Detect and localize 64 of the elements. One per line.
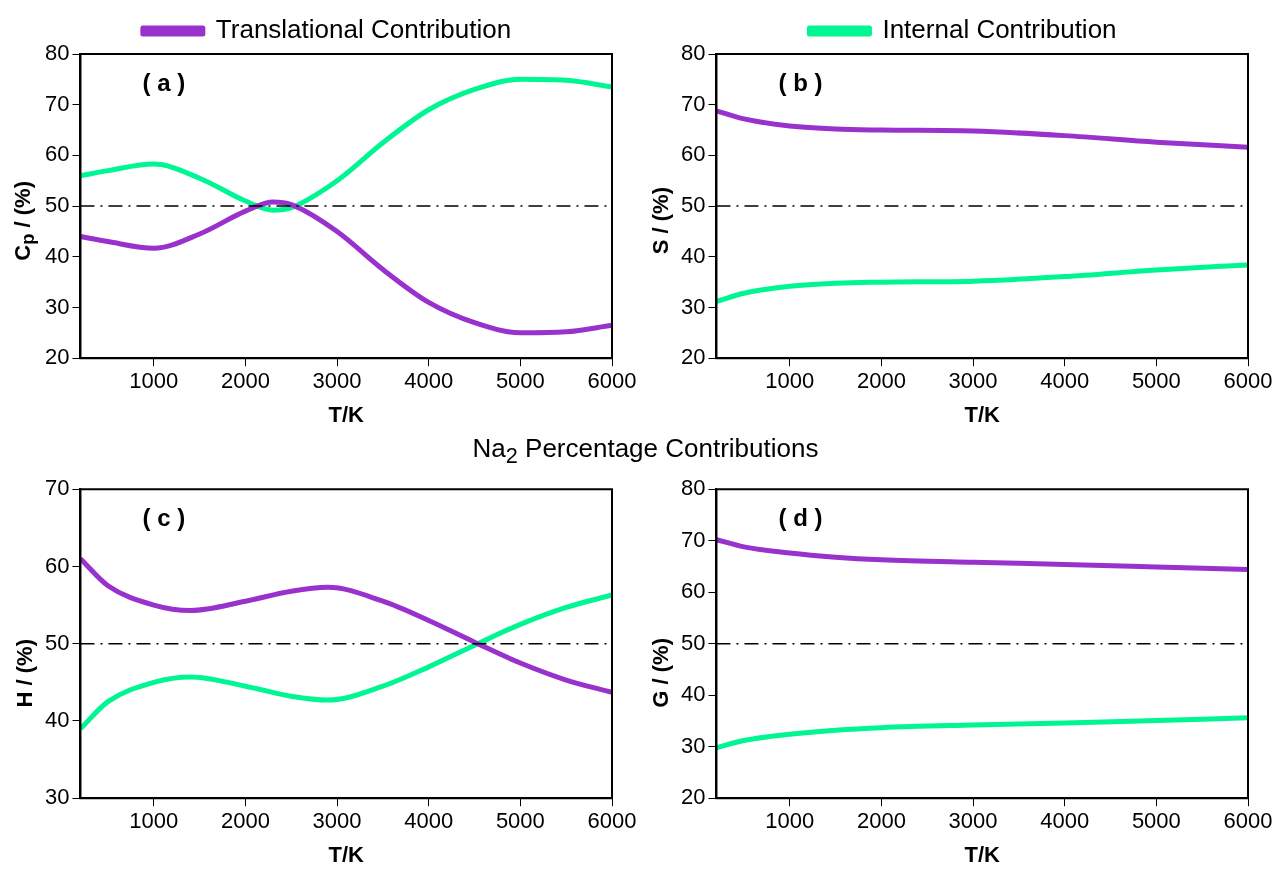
y-tick-label: 80 [44, 40, 70, 66]
x-tick-label: 2000 [856, 368, 906, 394]
y-tick-label: 70 [44, 475, 70, 501]
x-tick-label: 3000 [312, 808, 362, 834]
x-tick-label: 6000 [587, 368, 637, 394]
y-tick-label: 50 [680, 629, 706, 655]
y-tick-label: 30 [44, 293, 70, 319]
x-axis-title: T/K [328, 842, 365, 868]
chart-title: Na$_{2}$ Percentage Contributions [471, 433, 820, 470]
annotation: ( b ) [778, 68, 823, 96]
x-tick-label: 1000 [765, 808, 815, 834]
x-tick-label: 2000 [856, 808, 906, 834]
x-tick-label: 2000 [220, 368, 270, 394]
y-tick-label: 60 [680, 578, 706, 604]
y-tick-label: 60 [680, 141, 706, 167]
x-tick-label: 2000 [220, 808, 270, 834]
y-axis-title: H / (%) [12, 638, 38, 708]
y-tick-label: 40 [44, 242, 70, 268]
legend-label: Internal Contribution [882, 14, 1117, 45]
x-tick-label: 1000 [129, 368, 179, 394]
y-tick-label: 20 [680, 344, 706, 370]
x-axis-title: T/K [328, 401, 365, 427]
y-tick-label: 80 [680, 475, 706, 501]
x-tick-label: 4000 [404, 808, 454, 834]
y-tick-label: 50 [680, 192, 706, 218]
x-tick-label: 3000 [948, 368, 998, 394]
x-tick-label: 4000 [1040, 808, 1090, 834]
x-tick-label: 1000 [765, 368, 815, 394]
y-tick-label: 20 [44, 344, 70, 370]
x-axis-title: T/K [964, 401, 1001, 427]
y-tick-label: 40 [680, 242, 706, 268]
y-axis-title: S / (%) [648, 186, 674, 255]
y-tick-label: 80 [680, 40, 706, 66]
x-tick-label: 3000 [948, 808, 998, 834]
y-tick-label: 40 [44, 707, 70, 733]
y-tick-label: 70 [44, 90, 70, 116]
y-tick-label: 50 [44, 192, 70, 218]
x-tick-label: 5000 [1131, 368, 1181, 394]
x-axis-title: T/K [964, 842, 1001, 868]
y-tick-label: 20 [680, 784, 706, 810]
annotation: ( d ) [778, 504, 823, 532]
x-tick-label: 3000 [312, 368, 362, 394]
y-tick-label: 40 [680, 681, 706, 707]
y-tick-label: 30 [44, 784, 70, 810]
x-tick-label: 4000 [1040, 368, 1090, 394]
x-tick-label: 4000 [404, 368, 454, 394]
x-tick-label: 5000 [495, 368, 545, 394]
x-tick-label: 6000 [587, 808, 637, 834]
y-tick-label: 60 [44, 141, 70, 167]
y-tick-label: 30 [680, 732, 706, 758]
y-tick-label: 50 [44, 629, 70, 655]
x-tick-label: 6000 [1223, 368, 1273, 394]
x-tick-label: 1000 [129, 808, 179, 834]
y-tick-label: 60 [44, 552, 70, 578]
y-tick-label: 70 [680, 526, 706, 552]
legend-label: Translational Contribution [215, 14, 512, 45]
annotation: ( c ) [142, 504, 186, 532]
y-tick-label: 70 [680, 90, 706, 116]
x-tick-label: 5000 [1131, 808, 1181, 834]
annotation: ( a ) [142, 68, 186, 96]
x-tick-label: 5000 [495, 808, 545, 834]
y-axis-title: G / (%) [648, 638, 674, 709]
x-tick-label: 6000 [1223, 808, 1273, 834]
y-tick-label: 30 [680, 293, 706, 319]
